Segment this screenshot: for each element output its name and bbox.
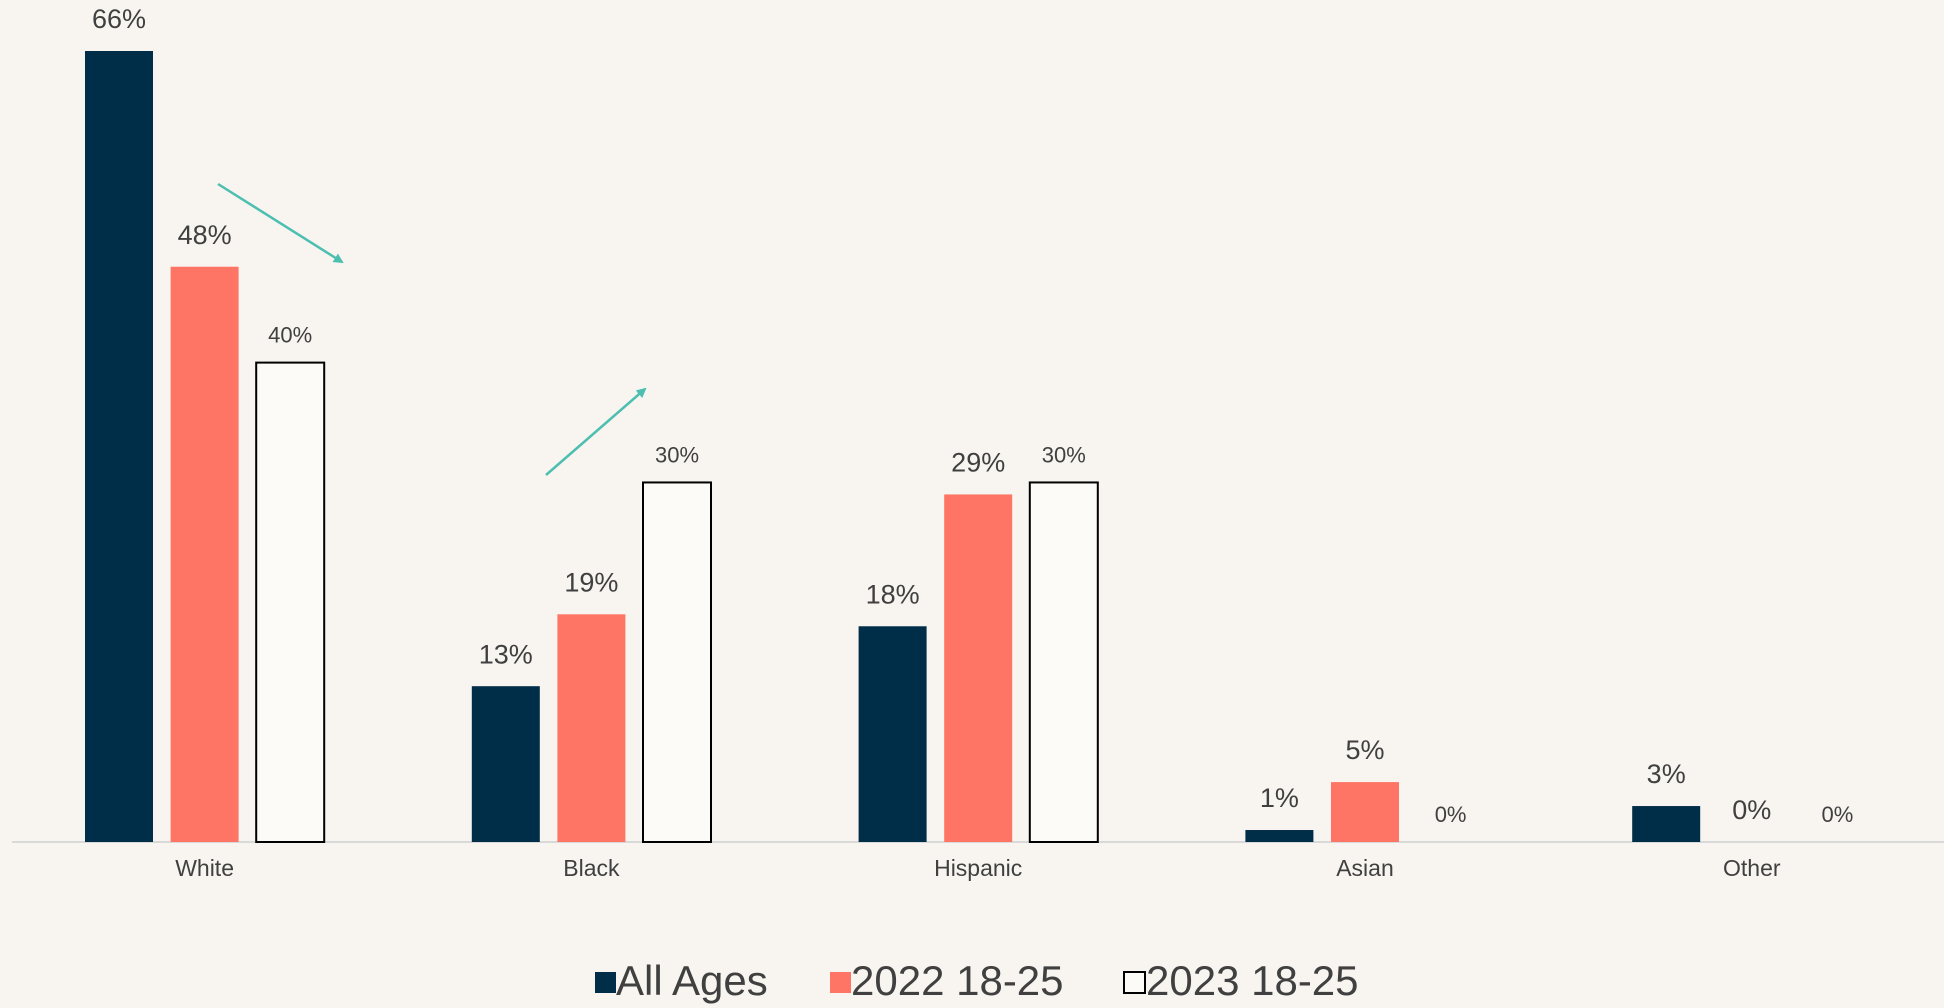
- data-label: 48%: [178, 220, 232, 250]
- data-label: 1%: [1260, 783, 1299, 813]
- bar: [1632, 806, 1701, 842]
- data-label: 30%: [1042, 442, 1086, 467]
- bar: [170, 266, 239, 842]
- bar: [85, 51, 153, 842]
- x-tick-label: Hispanic: [934, 855, 1022, 881]
- data-label: 18%: [866, 579, 920, 609]
- data-label: 3%: [1647, 759, 1686, 789]
- legend-label: 2023 18-25: [1146, 957, 1359, 1004]
- bar: [1245, 830, 1314, 842]
- data-label: 13%: [479, 639, 533, 669]
- bar: [1331, 782, 1399, 842]
- legend-label: All Ages: [616, 957, 768, 1004]
- data-label: 0%: [1435, 802, 1467, 827]
- x-tick-label: White: [175, 855, 234, 881]
- legend-swatch: [1123, 971, 1146, 994]
- trend-arrow: [545, 387, 647, 476]
- data-label: 40%: [268, 322, 312, 347]
- x-tick-label: Asian: [1336, 855, 1394, 881]
- bar: [557, 614, 626, 842]
- x-tick-label: Other: [1723, 855, 1781, 881]
- data-label: 30%: [655, 442, 699, 467]
- bar: [858, 626, 927, 842]
- legend-label: 2022 18-25: [851, 957, 1064, 1004]
- data-label: 0%: [1732, 795, 1771, 825]
- legend-swatch: [595, 972, 616, 993]
- data-label: 19%: [564, 567, 618, 597]
- data-label: 29%: [951, 448, 1005, 478]
- bar: [1028, 481, 1099, 843]
- data-label: 5%: [1345, 735, 1384, 765]
- bar: [471, 686, 540, 842]
- data-label: 66%: [92, 4, 146, 34]
- legend-swatch: [830, 972, 851, 993]
- bar: [944, 494, 1013, 842]
- bar: [255, 361, 326, 843]
- trend-arrow: [217, 182, 344, 264]
- x-tick-label: Black: [563, 855, 620, 881]
- data-label: 0%: [1822, 802, 1854, 827]
- bar: [642, 481, 712, 843]
